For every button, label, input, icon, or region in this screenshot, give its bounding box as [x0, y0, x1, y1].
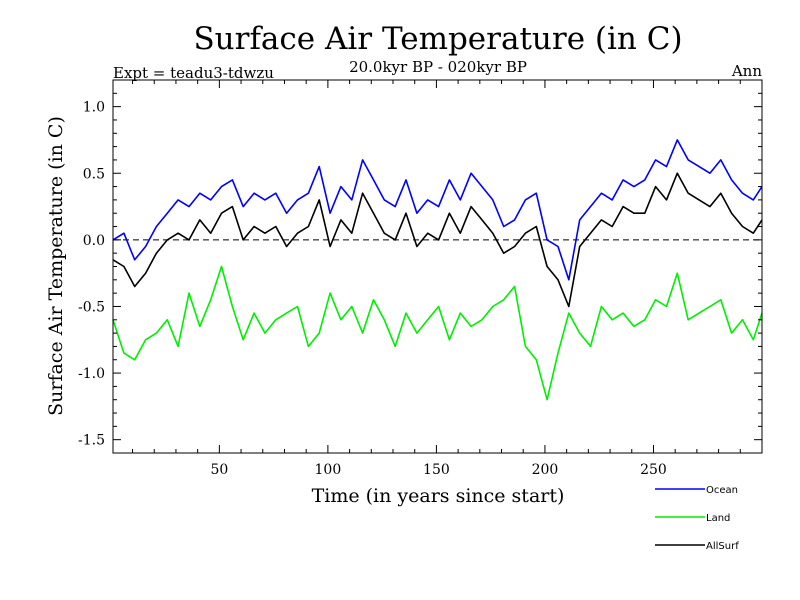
y-tick-label: -1.5 [78, 433, 105, 449]
y-tick-label: -0.5 [78, 299, 105, 315]
axes: 50 100 150 200 250 1.0 0.5 0.0 -0.5 -1.0 -1.5 [78, 80, 762, 478]
legend-label-allsurf: AllSurf [706, 541, 739, 552]
chart-title: Surface Air Temperature (in C) [193, 21, 682, 57]
x-tick-label: 150 [423, 462, 450, 478]
plot-area [112, 139, 763, 401]
x-tick-label: 200 [532, 462, 559, 478]
y-tick-label: 0.0 [83, 233, 105, 249]
x-tick-label: 50 [210, 462, 228, 478]
y-tick-label: 1.0 [83, 100, 105, 116]
legend-label-ocean: Ocean [706, 485, 738, 496]
axes-frame [112, 79, 763, 454]
series-line-allsurf [112, 172, 763, 308]
legend-label-land: Land [706, 513, 730, 524]
x-tick-label: 250 [640, 462, 667, 478]
x-tick-label: 100 [315, 462, 342, 478]
series-line-land [112, 265, 763, 401]
experiment-label: Expt = teadu3-tdwzu [113, 64, 274, 82]
y-tick-label: -1.0 [78, 366, 105, 382]
legend: Ocean Land AllSurf [655, 485, 739, 552]
y-tick-label: 0.5 [83, 166, 105, 182]
chart-subtitle: 20.0kyr BP - 020kyr BP [349, 58, 527, 76]
x-axis-label: Time (in years since start) [312, 485, 565, 507]
series-line-ocean [112, 139, 763, 281]
y-axis-label: Surface Air Temperature (in C) [45, 116, 67, 416]
period-label: Ann [731, 62, 762, 80]
